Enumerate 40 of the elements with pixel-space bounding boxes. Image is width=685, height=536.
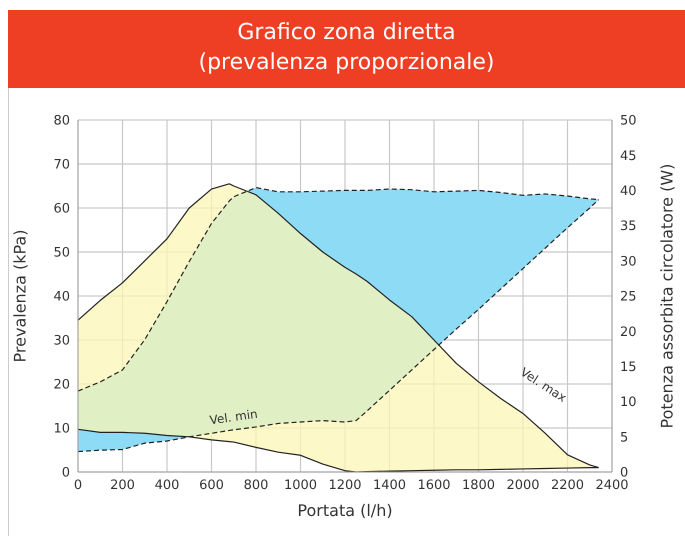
x-tick-label: 1400	[372, 478, 406, 494]
y2-tick-label: 10	[620, 395, 637, 410]
y2-axis-title: Potenza assorbita circolatore (W)	[658, 164, 677, 428]
y-tick-label: 80	[53, 114, 70, 129]
x-tick-label: 600	[199, 478, 224, 494]
y-tick-label: 30	[53, 334, 70, 349]
y2-tick-label: 50	[620, 114, 637, 129]
y2-tick-label: 25	[620, 290, 637, 305]
x-tick-label: 2200	[550, 478, 584, 494]
y-tick-label: 0	[62, 466, 70, 481]
chart-title: Grafico zona diretta	[236, 19, 457, 47]
y2-tick-label: 35	[620, 219, 637, 234]
y2-tick-label: 30	[620, 254, 637, 270]
y-tick-label: 50	[53, 246, 70, 261]
y2-tick-label: 40	[620, 184, 637, 200]
y2-tick-label: 20	[620, 324, 637, 340]
y-tick-label: 40	[53, 290, 70, 305]
y2-tick-label: 5	[620, 430, 628, 446]
x-tick-label: 200	[110, 478, 135, 494]
x-tick-label: 800	[244, 478, 268, 494]
y2-tick-label: 0	[620, 466, 628, 481]
y-tick-label: 60	[53, 202, 70, 217]
annotation: Vel. min	[208, 406, 259, 428]
y-tick-label: 10	[53, 422, 70, 437]
x-tick-label: 2000	[506, 478, 540, 494]
x-tick-label: 1200	[328, 478, 362, 494]
y2-tick-label: 15	[620, 360, 637, 376]
x-tick-label: 1000	[284, 478, 318, 494]
x-tick-label: 0	[74, 478, 82, 494]
x-tick-label: 1600	[417, 478, 451, 494]
y2-tick-label: 45	[620, 148, 637, 164]
x-tick-label: 400	[154, 478, 180, 494]
x-axis-title: Portata (l/h)	[297, 501, 393, 520]
y-axis-title: Prevalenza (kPa)	[10, 230, 30, 362]
y-tick-label: 20	[53, 378, 70, 393]
x-tick-label: 2400	[595, 478, 629, 494]
x-tick-label: 1800	[462, 478, 496, 494]
y-tick-label: 70	[53, 158, 70, 173]
chart-subtitle: (prevalenza proporzionale)	[198, 49, 496, 77]
annotation: Vel. max	[518, 364, 569, 405]
